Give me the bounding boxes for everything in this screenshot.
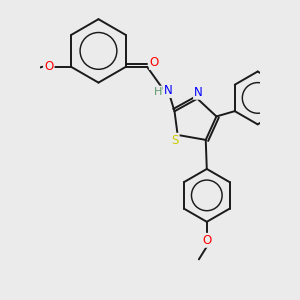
Text: N: N bbox=[194, 86, 203, 99]
Text: O: O bbox=[150, 56, 159, 69]
Text: N: N bbox=[164, 84, 172, 97]
Text: O: O bbox=[44, 60, 53, 73]
Text: S: S bbox=[171, 134, 179, 147]
Text: O: O bbox=[202, 234, 212, 247]
Text: H: H bbox=[154, 87, 162, 97]
